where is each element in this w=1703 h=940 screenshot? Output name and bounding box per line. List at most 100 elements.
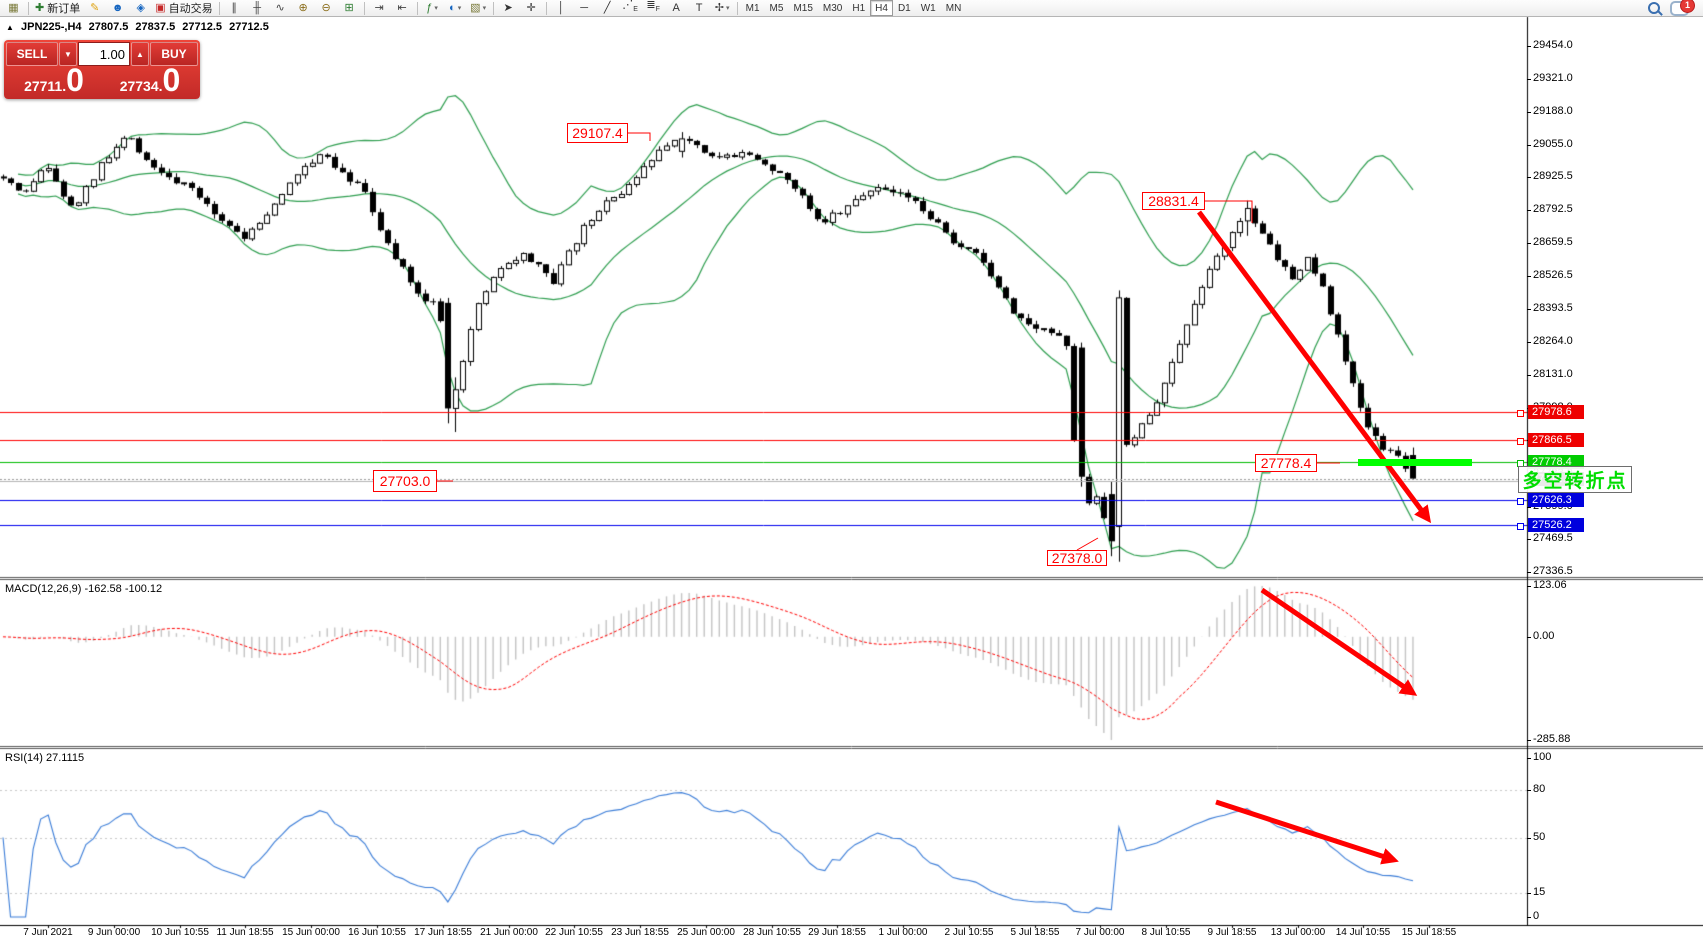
timeframe-m5-button[interactable]: M5 <box>769 2 784 14</box>
timeframe-d1-button[interactable]: D1 <box>897 2 911 14</box>
line-anchor-square[interactable] <box>1517 410 1524 417</box>
market-watch-icon[interactable]: ▦ <box>8 1 19 14</box>
fibonacci-icon[interactable]: ≣F <box>646 0 660 14</box>
price-annotation-label[interactable]: 28831.4 <box>1142 192 1205 210</box>
price-axis-tick <box>1527 46 1531 47</box>
volume-input[interactable] <box>78 42 130 66</box>
macd-axis-label: 0.00 <box>1533 630 1555 642</box>
arrows-icon[interactable]: ✢ ▾ <box>714 1 730 14</box>
timeframe-m1-button[interactable]: M1 <box>745 2 760 14</box>
line-anchor-square[interactable] <box>1517 498 1524 505</box>
line-anchor-square[interactable] <box>1517 438 1524 445</box>
date-axis-label: 5 Jul 18:55 <box>1010 927 1060 938</box>
price-annotation-label[interactable]: 27778.4 <box>1255 454 1317 472</box>
trendline-icon[interactable]: ╱ <box>603 1 611 14</box>
price-axis-label: 28659.5 <box>1533 236 1573 248</box>
mql5-community-icon[interactable]: ☻ <box>111 1 124 14</box>
price-annotation-label[interactable]: 29107.4 <box>567 123 628 143</box>
zoom-in-icon[interactable]: ⊕ <box>298 1 308 14</box>
autotrading-button[interactable]: ▣ 自动交易 <box>155 1 213 16</box>
rsi-axis-label: 0 <box>1533 910 1540 922</box>
volume-increase-button[interactable]: ▲ <box>131 42 149 66</box>
price-axis-label: 29188.0 <box>1533 105 1573 117</box>
cursor-icon[interactable]: ➤ <box>503 1 513 14</box>
price-axis-tick <box>1527 507 1531 508</box>
indicators-icon[interactable]: ƒ ▾ <box>426 1 438 14</box>
ohlc-low: 27712.5 <box>182 21 223 33</box>
vertical-line-icon[interactable]: │ <box>557 1 565 14</box>
timeframe-m15-button[interactable]: M15 <box>793 2 813 14</box>
rsi-indicator-label: RSI(14) 27.1115 <box>5 752 85 764</box>
rsi-axis-label: 15 <box>1533 886 1546 898</box>
symbol-name: JPN225-,H4 <box>20 21 82 33</box>
chart-crayon-icon[interactable]: ✎ <box>90 1 100 14</box>
line-chart-icon[interactable]: ∿ <box>275 1 285 14</box>
price-axis-label: 28131.0 <box>1533 368 1573 380</box>
price-axis-label: 29321.0 <box>1533 72 1573 84</box>
templates-icon[interactable]: ▧ ▾ <box>470 1 487 14</box>
crosshair-icon[interactable]: ✛ <box>526 1 536 14</box>
timeframe-mn-button[interactable]: MN <box>945 2 962 14</box>
equidistant-channel-icon[interactable]: ⋰E <box>622 0 638 14</box>
macd-axis-tick <box>1527 740 1531 741</box>
bar-chart-icon[interactable]: ∥ <box>231 1 237 14</box>
macd-indicator-label: MACD(12,26,9) -162.58 -100.12 <box>5 583 163 595</box>
text-icon[interactable]: A <box>672 1 680 14</box>
notifications-icon[interactable]: 1 <box>1670 0 1695 16</box>
horizontal-line-icon[interactable]: ─ <box>580 1 589 14</box>
date-axis-label: 21 Jun 00:00 <box>480 927 538 938</box>
rsi-axis-tick <box>1527 917 1531 918</box>
sell-button[interactable]: SELL <box>6 42 58 66</box>
notification-badge: 1 <box>1680 0 1695 13</box>
periods-icon[interactable]: ◐ ▾ <box>449 1 462 14</box>
rsi-axis-tick <box>1527 838 1531 839</box>
zoom-out-icon[interactable]: ⊖ <box>321 1 331 14</box>
auto-scroll-icon[interactable]: ⇥ <box>374 1 384 14</box>
date-axis-label: 29 Jun 18:55 <box>808 927 866 938</box>
price-axis-label: 29454.0 <box>1533 39 1573 51</box>
price-level-tag: 27626.3 <box>1528 493 1584 507</box>
rsi-axis-label: 80 <box>1533 783 1546 795</box>
toolbar-separator <box>218 1 220 15</box>
price-annotation-label[interactable]: 27378.0 <box>1047 550 1107 566</box>
date-axis-label: 10 Jun 10:55 <box>151 927 209 938</box>
macd-axis-label: -285.88 <box>1533 733 1571 745</box>
timeframe-m30-button[interactable]: M30 <box>822 2 843 14</box>
buy-button[interactable]: BUY <box>150 42 198 66</box>
signals-icon[interactable]: ◈ <box>136 1 145 14</box>
price-axis-tick <box>1527 539 1531 540</box>
chart-shift-icon[interactable]: ⇤ <box>397 1 407 14</box>
date-axis-label: 7 Jul 00:00 <box>1075 927 1125 938</box>
collapse-icon[interactable]: ▲ <box>6 23 14 32</box>
search-icon[interactable] <box>1648 2 1660 14</box>
price-annotation-label[interactable]: 27703.0 <box>373 470 437 492</box>
one-click-trading-panel: SELL ▼ ▲ BUY 27711.0 27734.0 <box>4 40 200 99</box>
price-axis-label: 29055.0 <box>1533 138 1573 150</box>
volume-decrease-button[interactable]: ▼ <box>59 42 77 66</box>
timeframe-w1-button[interactable]: W1 <box>920 2 936 14</box>
line-anchor-square[interactable] <box>1517 523 1524 530</box>
price-axis-label: 28264.0 <box>1533 335 1573 347</box>
price-axis-label: 28526.5 <box>1533 269 1573 281</box>
price-axis-label: 28393.5 <box>1533 302 1573 314</box>
date-axis-label: 11 Jun 18:55 <box>216 927 274 938</box>
ohlc-open: 27807.5 <box>88 21 129 33</box>
sell-price[interactable]: 27711. 0 <box>24 62 84 98</box>
timeframe-h4-button[interactable]: H4 <box>870 0 893 16</box>
candlestick-chart-icon[interactable]: ╫ <box>253 1 262 14</box>
note-text-box[interactable]: 多空转折点 <box>1518 466 1632 493</box>
date-axis-label: 15 Jun 00:00 <box>282 927 340 938</box>
price-axis-label: 27336.5 <box>1533 565 1573 577</box>
buy-price[interactable]: 27734. 0 <box>119 62 181 98</box>
rsi-axis-tick <box>1527 790 1531 791</box>
timeframe-h1-button[interactable]: H1 <box>852 2 866 14</box>
date-axis-label: 2 Jul 10:55 <box>944 927 994 938</box>
price-axis-label: 28925.5 <box>1533 170 1573 182</box>
price-axis-tick <box>1527 243 1531 244</box>
highlight-level-bar[interactable] <box>1358 459 1472 466</box>
date-axis-label: 9 Jun 00:00 <box>87 927 141 938</box>
text-label-icon[interactable]: T <box>695 1 703 14</box>
new-order-button[interactable]: ✚ 新订单 <box>35 1 81 16</box>
tile-windows-icon[interactable]: ⊞ <box>344 1 354 14</box>
